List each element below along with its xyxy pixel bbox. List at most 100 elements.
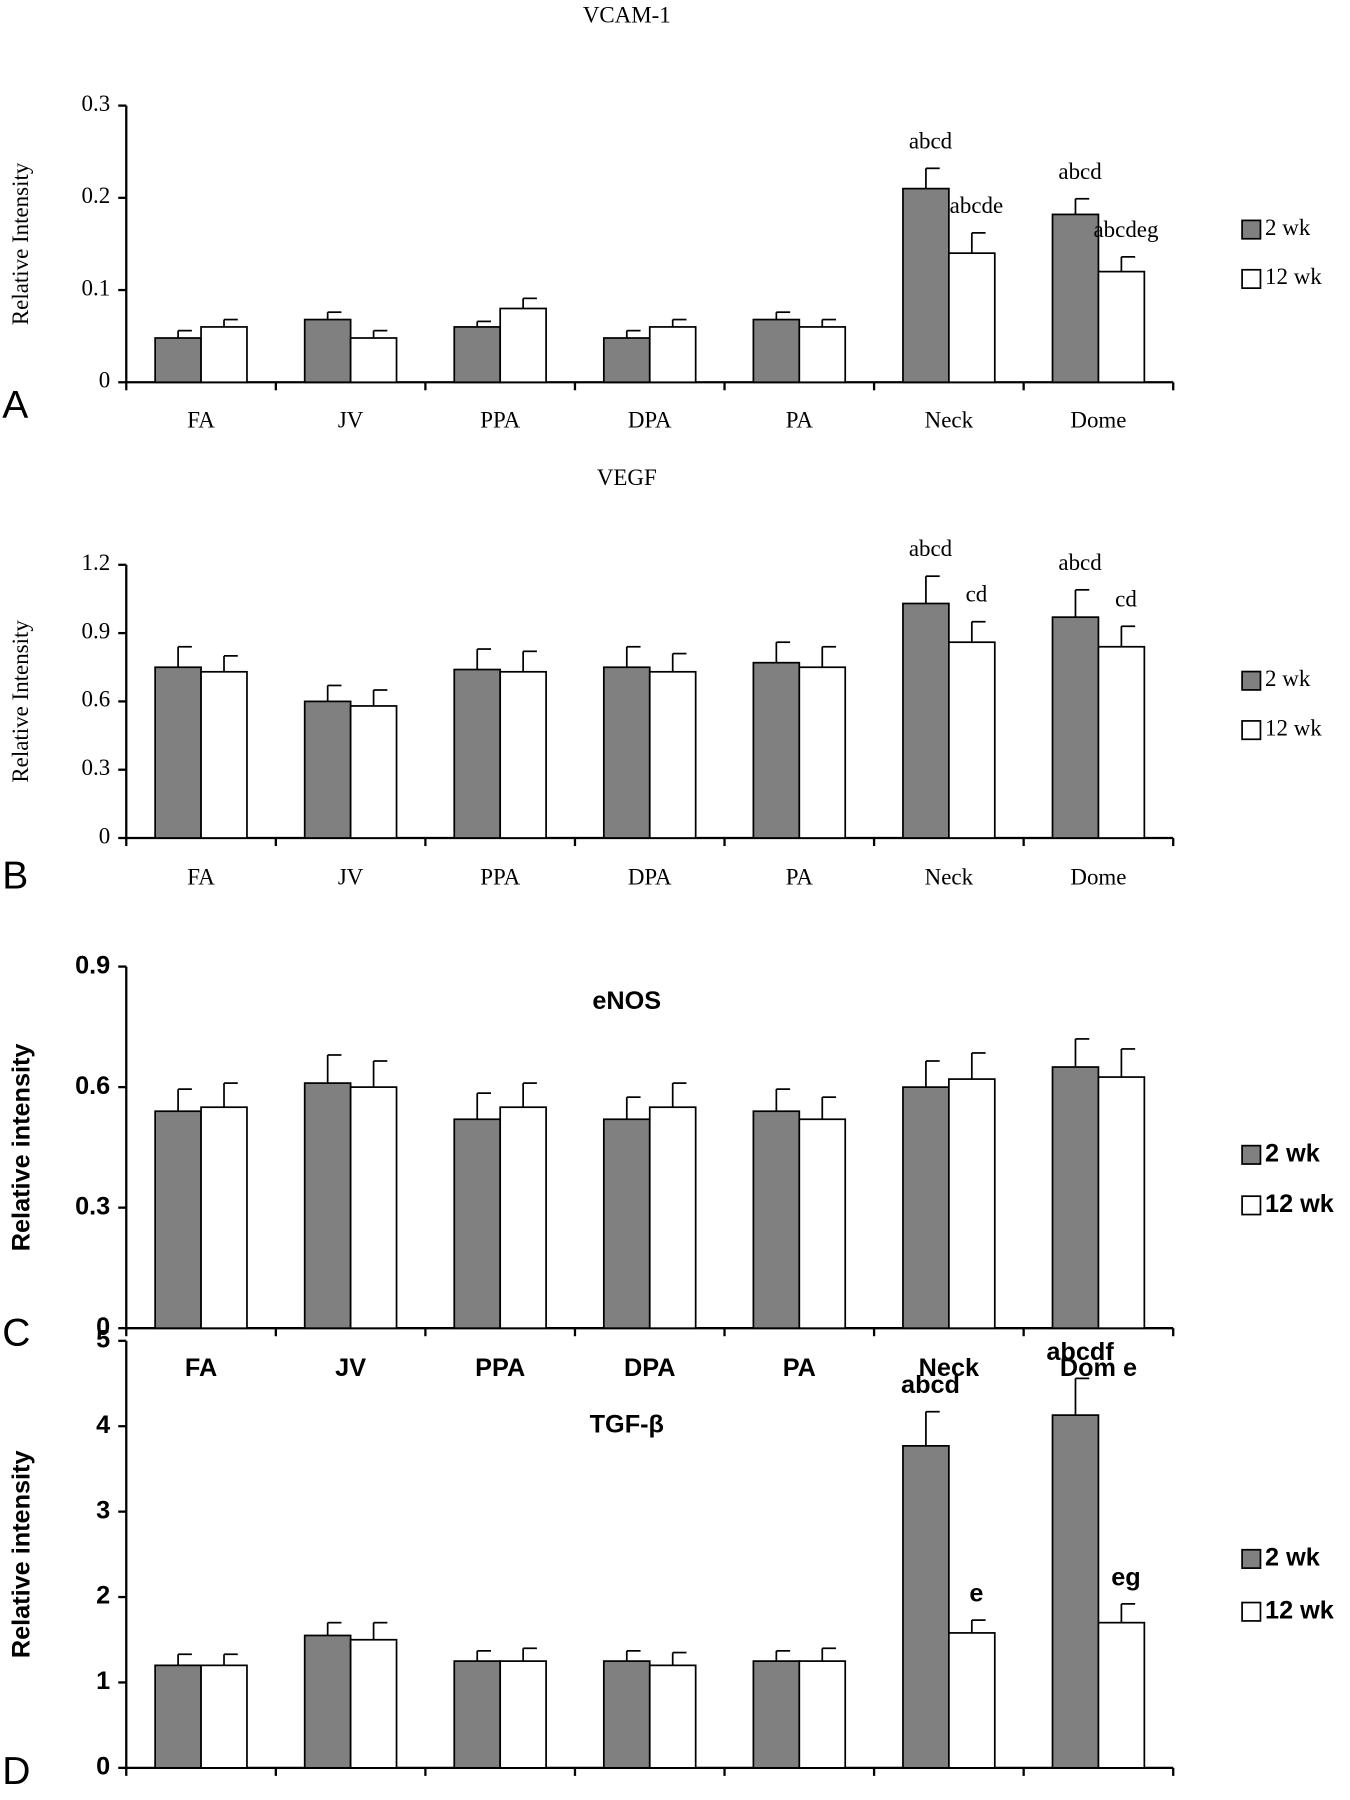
- error-bar: [372, 689, 388, 706]
- error-bar: [970, 1052, 986, 1080]
- y-tick-label: 0.3: [82, 91, 111, 116]
- x-tick-label: FA: [187, 865, 215, 890]
- x-tick-label: JV: [335, 1354, 366, 1382]
- error-bar: [223, 1653, 238, 1666]
- bar: [602, 337, 651, 384]
- y-tick-label: 0.2: [82, 183, 111, 208]
- panel-title: VCAM-1: [583, 2, 671, 27]
- bar: [303, 1082, 352, 1330]
- error-bar: [821, 645, 837, 668]
- error-bar: [177, 1088, 192, 1112]
- bar: [752, 661, 801, 839]
- bar: [1051, 1066, 1100, 1330]
- bar: [798, 326, 847, 384]
- significance-label: abcd: [1058, 550, 1102, 575]
- bar: [154, 666, 202, 839]
- x-tick-label: DPA: [624, 1796, 675, 1800]
- bar: [349, 1086, 398, 1330]
- error-bar: [625, 645, 641, 668]
- bar: [349, 337, 398, 384]
- y-tick-label: 0: [99, 823, 110, 848]
- bar: [453, 668, 502, 839]
- x-tick-label: FA: [187, 408, 215, 433]
- error-bar: [372, 1060, 388, 1088]
- x-tick-label: Neck: [925, 865, 974, 890]
- panel-letter: D: [2, 1750, 30, 1793]
- panel-title: VEGF: [597, 465, 657, 490]
- error-bar: [625, 1096, 641, 1120]
- y-tick-label: 0.9: [75, 951, 110, 979]
- error-bar: [223, 655, 238, 672]
- error-bar: [671, 652, 687, 672]
- y-tick-label: 1.2: [82, 550, 111, 575]
- y-tick-label: 5: [96, 1325, 110, 1353]
- bar: [349, 1638, 398, 1769]
- x-tick-label: PPA: [480, 408, 520, 433]
- error-bar: [326, 1054, 342, 1084]
- error-bar: [1074, 1038, 1090, 1068]
- y-axis-label: Relative Intensity: [8, 162, 33, 325]
- error-bar: [625, 1649, 641, 1662]
- bar: [902, 1086, 950, 1330]
- error-bar: [671, 318, 687, 327]
- legend-label: 12 wk: [1265, 1596, 1335, 1624]
- error-bar: [1074, 1377, 1090, 1416]
- significance-label: abcd: [909, 536, 953, 561]
- legend-swatch: [1241, 268, 1262, 289]
- error-bar: [1120, 1603, 1136, 1623]
- error-bar: [177, 1653, 192, 1666]
- x-tick-label: PA: [786, 408, 814, 433]
- x-tick-label: Dom e: [1060, 1354, 1137, 1382]
- y-tick-label: 0.6: [75, 1072, 110, 1100]
- error-bar: [821, 1647, 837, 1662]
- bar: [303, 1634, 352, 1769]
- bar: [602, 1118, 651, 1330]
- error-bar: [925, 1410, 940, 1446]
- bar: [948, 1632, 996, 1769]
- legend-swatch: [1241, 1144, 1262, 1165]
- bar: [798, 666, 847, 839]
- bar: [1097, 1621, 1146, 1769]
- bar: [303, 700, 352, 839]
- y-tick-label: 0.3: [75, 1192, 110, 1220]
- panel: TGF-β D Relative intensity 0 1 2 3 4 5 FA JV PPA DPA…: [2, 1325, 1334, 1800]
- error-bar: [1074, 197, 1090, 215]
- y-tick-label: 3: [96, 1496, 110, 1524]
- significance-label: e: [969, 1580, 983, 1608]
- error-bar: [925, 575, 940, 604]
- error-bar: [476, 648, 491, 670]
- x-tick-label: DPA: [628, 865, 672, 890]
- bar: [752, 1110, 801, 1330]
- legend-label: 2 wk: [1265, 1140, 1321, 1168]
- legend-label: 2 wk: [1265, 215, 1311, 240]
- bar: [902, 1445, 950, 1769]
- legend-swatch: [1241, 1548, 1262, 1569]
- bar: [154, 1664, 202, 1769]
- legend-swatch: [1241, 1601, 1262, 1622]
- bar: [499, 1660, 547, 1769]
- significance-label: abcdf: [1046, 1338, 1114, 1366]
- error-bar: [476, 1649, 491, 1662]
- bar: [499, 307, 547, 384]
- error-bar: [223, 1082, 238, 1108]
- error-bar: [821, 1096, 837, 1120]
- y-axis-label: Relative intensity: [8, 1044, 36, 1252]
- bar: [798, 1118, 847, 1330]
- error-bar: [522, 1647, 537, 1662]
- error-bar: [1120, 625, 1136, 647]
- error-bar: [775, 1088, 791, 1112]
- bar: [499, 1106, 547, 1330]
- bar: [648, 326, 697, 384]
- error-bar: [326, 1621, 342, 1636]
- x-tick-label: Neck: [919, 1354, 980, 1382]
- significance-label: abcd: [909, 128, 953, 153]
- bar: [1051, 616, 1100, 839]
- y-tick-label: 0.3: [82, 755, 111, 780]
- bar: [1097, 270, 1146, 384]
- error-bar: [1120, 1048, 1136, 1078]
- y-tick-label: 4: [96, 1411, 110, 1439]
- x-tick-label: JV: [338, 408, 364, 433]
- x-tick-label: JV: [338, 865, 364, 890]
- legend-label: 2 wk: [1265, 1544, 1321, 1572]
- legend-swatch: [1241, 670, 1262, 691]
